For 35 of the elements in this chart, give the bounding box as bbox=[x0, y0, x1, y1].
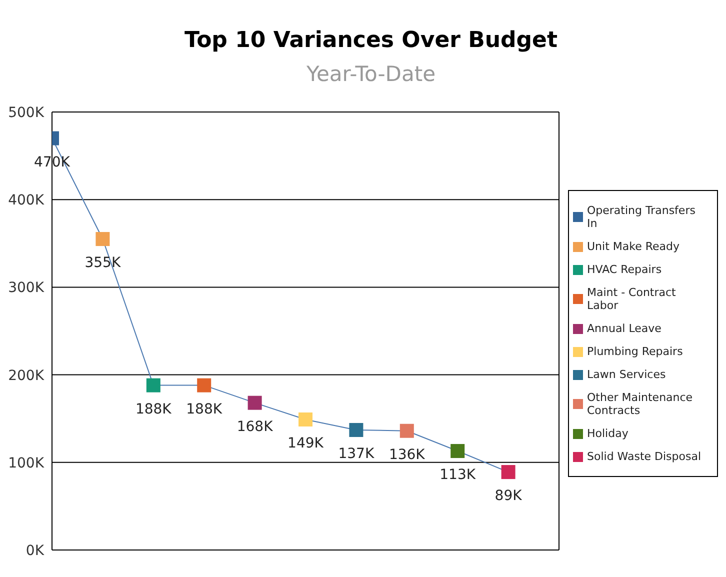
data-label: 89K bbox=[494, 488, 523, 504]
point bbox=[450, 444, 465, 458]
data-label: 188K bbox=[135, 401, 172, 418]
point bbox=[146, 378, 160, 392]
point bbox=[298, 412, 312, 426]
legend-label: Unit Make Ready bbox=[587, 239, 681, 255]
data-label: 168K bbox=[236, 418, 274, 435]
y-tick-label: 500K bbox=[8, 104, 45, 121]
legend-label: Holiday bbox=[587, 426, 630, 442]
legend-label: Operating Transfers In bbox=[587, 203, 696, 232]
y-tick-label: 300K bbox=[8, 280, 45, 296]
point bbox=[501, 465, 516, 480]
point bbox=[248, 396, 262, 410]
data-label: 188K bbox=[186, 401, 223, 418]
y-tick-label: 0K bbox=[26, 542, 45, 559]
legend-label: HVAC Repairs bbox=[587, 262, 663, 278]
data-label: 149K bbox=[288, 435, 324, 452]
y-tick-label: 200K bbox=[8, 368, 45, 384]
data-label: 136K bbox=[388, 446, 426, 463]
chart-title: Top 10 Variances Over Budget bbox=[183, 28, 558, 53]
legend-label: Annual Leave bbox=[587, 321, 662, 337]
point bbox=[400, 424, 414, 438]
data-label: 137K bbox=[338, 446, 375, 462]
legend-label: Lawn Services bbox=[587, 367, 667, 383]
point bbox=[349, 422, 364, 437]
point bbox=[197, 378, 212, 392]
point bbox=[96, 232, 110, 246]
chart-subtitle: Year-To-Date bbox=[305, 62, 437, 86]
legend-label: Solid Waste Disposal bbox=[587, 449, 702, 465]
legend-label: Other Maintenance Contracts bbox=[587, 390, 694, 419]
data-label: 113K bbox=[440, 467, 476, 484]
legend-label: Plumbing Repairs bbox=[587, 344, 684, 360]
y-tick-label: 400K bbox=[8, 192, 45, 209]
y-tick-label: 100K bbox=[8, 455, 45, 472]
legend-label: Maint - Contract Labor bbox=[587, 285, 677, 314]
